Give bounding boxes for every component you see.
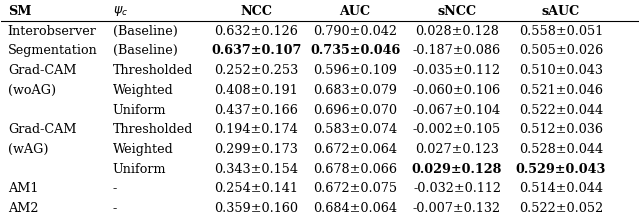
Text: 0.583±0.074: 0.583±0.074	[313, 123, 397, 136]
Text: (wAG): (wAG)	[8, 143, 48, 156]
Text: sNCC: sNCC	[438, 5, 477, 18]
Text: 0.684±0.064: 0.684±0.064	[313, 202, 397, 215]
Text: Segmentation: Segmentation	[8, 44, 97, 57]
Text: 0.254±0.141: 0.254±0.141	[214, 182, 298, 196]
Text: NCC: NCC	[240, 5, 272, 18]
Text: AUC: AUC	[339, 5, 371, 18]
Text: AM2: AM2	[8, 202, 38, 215]
Text: 0.252±0.253: 0.252±0.253	[214, 64, 298, 77]
Text: 0.512±0.036: 0.512±0.036	[519, 123, 603, 136]
Text: (Baseline): (Baseline)	[113, 44, 178, 57]
Text: Weighted: Weighted	[113, 84, 173, 97]
Text: -: -	[113, 202, 117, 215]
Text: 0.028±0.128: 0.028±0.128	[415, 24, 499, 38]
Text: 0.514±0.044: 0.514±0.044	[519, 182, 603, 196]
Text: -0.032±0.112: -0.032±0.112	[413, 182, 501, 196]
Text: 0.528±0.044: 0.528±0.044	[519, 143, 603, 156]
Text: 0.596±0.109: 0.596±0.109	[313, 64, 397, 77]
Text: 0.672±0.075: 0.672±0.075	[313, 182, 397, 196]
Text: 0.299±0.173: 0.299±0.173	[214, 143, 298, 156]
Text: Uniform: Uniform	[113, 163, 166, 176]
Text: 0.521±0.046: 0.521±0.046	[519, 84, 603, 97]
Text: 0.683±0.079: 0.683±0.079	[313, 84, 397, 97]
Text: Uniform: Uniform	[113, 103, 166, 117]
Text: 0.505±0.026: 0.505±0.026	[519, 44, 603, 57]
Text: 0.408±0.191: 0.408±0.191	[214, 84, 298, 97]
Text: -: -	[113, 182, 117, 196]
Text: sAUC: sAUC	[541, 5, 580, 18]
Text: -0.007±0.132: -0.007±0.132	[413, 202, 501, 215]
Text: -0.060±0.106: -0.060±0.106	[413, 84, 501, 97]
Text: 0.678±0.066: 0.678±0.066	[313, 163, 397, 176]
Text: Thresholded: Thresholded	[113, 64, 193, 77]
Text: 0.529±0.043: 0.529±0.043	[516, 163, 606, 176]
Text: $\psi_c$: $\psi_c$	[113, 4, 128, 18]
Text: 0.510±0.043: 0.510±0.043	[519, 64, 603, 77]
Text: -0.067±0.104: -0.067±0.104	[413, 103, 501, 117]
Text: -0.035±0.112: -0.035±0.112	[413, 64, 501, 77]
Text: 0.027±0.123: 0.027±0.123	[415, 143, 499, 156]
Text: Grad-CAM: Grad-CAM	[8, 123, 76, 136]
Text: 0.696±0.070: 0.696±0.070	[313, 103, 397, 117]
Text: -0.002±0.105: -0.002±0.105	[413, 123, 501, 136]
Text: 0.637±0.107: 0.637±0.107	[211, 44, 301, 57]
Text: 0.632±0.126: 0.632±0.126	[214, 24, 298, 38]
Text: Interobserver: Interobserver	[8, 24, 97, 38]
Text: 0.522±0.052: 0.522±0.052	[519, 202, 603, 215]
Text: (Baseline): (Baseline)	[113, 24, 178, 38]
Text: 0.194±0.174: 0.194±0.174	[214, 123, 298, 136]
Text: 0.522±0.044: 0.522±0.044	[519, 103, 603, 117]
Text: (woAG): (woAG)	[8, 84, 56, 97]
Text: 0.029±0.128: 0.029±0.128	[412, 163, 502, 176]
Text: 0.790±0.042: 0.790±0.042	[313, 24, 397, 38]
Text: AM1: AM1	[8, 182, 38, 196]
Text: Grad-CAM: Grad-CAM	[8, 64, 76, 77]
Text: 0.735±0.046: 0.735±0.046	[310, 44, 400, 57]
Text: Weighted: Weighted	[113, 143, 173, 156]
Text: 0.558±0.051: 0.558±0.051	[519, 24, 603, 38]
Text: 0.359±0.160: 0.359±0.160	[214, 202, 298, 215]
Text: 0.672±0.064: 0.672±0.064	[313, 143, 397, 156]
Text: 0.437±0.166: 0.437±0.166	[214, 103, 298, 117]
Text: SM: SM	[8, 5, 31, 18]
Text: -0.187±0.086: -0.187±0.086	[413, 44, 501, 57]
Text: Thresholded: Thresholded	[113, 123, 193, 136]
Text: 0.343±0.154: 0.343±0.154	[214, 163, 298, 176]
